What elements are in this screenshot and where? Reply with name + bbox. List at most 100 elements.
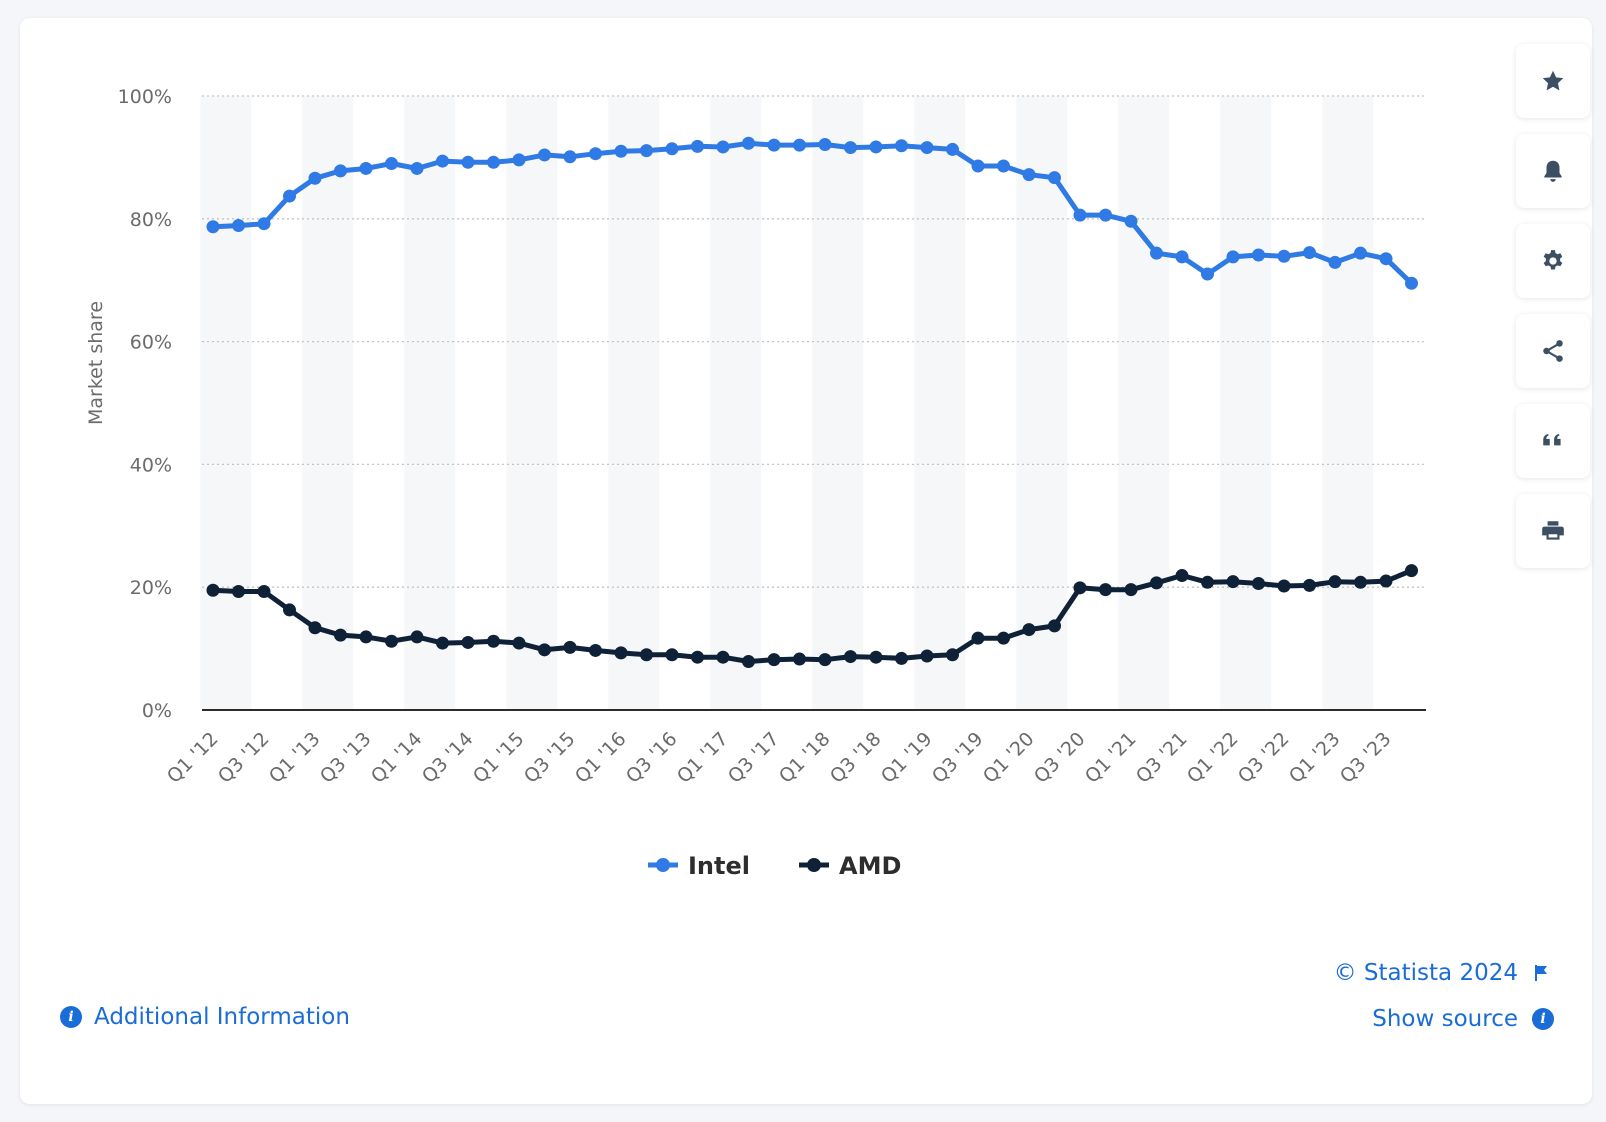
data-point[interactable] <box>665 648 679 662</box>
data-point[interactable] <box>1048 171 1061 185</box>
data-point[interactable] <box>1252 248 1265 262</box>
data-point[interactable] <box>1405 276 1418 290</box>
data-point[interactable] <box>946 648 959 662</box>
data-point[interactable] <box>206 220 220 234</box>
data-point[interactable] <box>410 630 424 644</box>
data-point[interactable] <box>1328 575 1342 589</box>
data-point[interactable] <box>385 157 398 171</box>
data-point[interactable] <box>640 648 653 662</box>
data-point[interactable] <box>1277 249 1291 263</box>
data-point[interactable] <box>665 142 679 156</box>
cite-button[interactable] <box>1516 404 1590 478</box>
data-point[interactable] <box>767 138 781 152</box>
data-point[interactable] <box>895 139 908 153</box>
data-point[interactable] <box>1226 250 1240 264</box>
data-point[interactable] <box>1150 576 1163 590</box>
data-point[interactable] <box>920 649 934 663</box>
data-point[interactable] <box>614 646 628 660</box>
data-point[interactable] <box>818 653 832 667</box>
data-point[interactable] <box>844 650 857 664</box>
data-point[interactable] <box>691 650 704 664</box>
data-point[interactable] <box>793 652 806 666</box>
data-point[interactable] <box>1354 575 1367 589</box>
data-point[interactable] <box>461 635 475 649</box>
data-point[interactable] <box>1150 246 1163 260</box>
data-point[interactable] <box>1277 579 1291 593</box>
data-point[interactable] <box>1379 574 1393 588</box>
data-point[interactable] <box>742 654 755 668</box>
data-point[interactable] <box>793 138 806 152</box>
data-point[interactable] <box>512 636 526 650</box>
data-point[interactable] <box>742 136 755 150</box>
notification-button[interactable] <box>1516 134 1590 208</box>
data-point[interactable] <box>283 189 296 203</box>
data-point[interactable] <box>844 141 857 155</box>
data-point[interactable] <box>1303 578 1316 592</box>
data-point[interactable] <box>206 583 220 597</box>
data-point[interactable] <box>895 651 908 665</box>
data-point[interactable] <box>538 643 551 657</box>
data-point[interactable] <box>334 164 347 178</box>
data-point[interactable] <box>487 634 500 648</box>
data-point[interactable] <box>589 147 602 161</box>
data-point[interactable] <box>691 139 704 153</box>
data-point[interactable] <box>283 603 296 617</box>
data-point[interactable] <box>971 159 985 173</box>
data-point[interactable] <box>1405 564 1418 578</box>
data-point[interactable] <box>818 138 832 152</box>
data-point[interactable] <box>946 142 959 156</box>
legend-item-intel[interactable]: Intel <box>648 852 750 880</box>
data-point[interactable] <box>436 636 449 650</box>
data-point[interactable] <box>563 640 577 654</box>
data-point[interactable] <box>614 144 628 158</box>
data-point[interactable] <box>1124 583 1138 597</box>
data-point[interactable] <box>1252 577 1265 591</box>
data-point[interactable] <box>359 630 373 644</box>
data-point[interactable] <box>359 161 373 175</box>
print-button[interactable] <box>1516 494 1590 568</box>
statista-copyright[interactable]: © Statista 2024 <box>1334 960 1550 986</box>
data-point[interactable] <box>640 144 653 158</box>
data-point[interactable] <box>257 584 271 598</box>
share-button[interactable] <box>1516 314 1590 388</box>
data-point[interactable] <box>1124 214 1138 228</box>
data-point[interactable] <box>997 631 1010 645</box>
data-point[interactable] <box>1048 619 1061 633</box>
data-point[interactable] <box>461 155 475 169</box>
data-point[interactable] <box>1226 575 1240 589</box>
legend[interactable]: Intel AMD <box>648 852 901 880</box>
data-point[interactable] <box>869 140 883 154</box>
data-point[interactable] <box>869 650 883 664</box>
data-point[interactable] <box>1073 581 1087 595</box>
data-point[interactable] <box>334 628 347 642</box>
data-point[interactable] <box>1175 250 1189 264</box>
data-point[interactable] <box>487 155 500 169</box>
data-point[interactable] <box>410 161 424 175</box>
data-point[interactable] <box>436 154 449 168</box>
data-point[interactable] <box>1099 208 1112 222</box>
favorite-button[interactable] <box>1516 44 1590 118</box>
data-point[interactable] <box>997 159 1010 173</box>
data-point[interactable] <box>1303 246 1316 260</box>
data-point[interactable] <box>308 171 322 185</box>
data-point[interactable] <box>1201 267 1214 281</box>
data-point[interactable] <box>1073 208 1087 222</box>
data-point[interactable] <box>232 219 245 233</box>
data-point[interactable] <box>716 140 730 154</box>
show-source-link[interactable]: Show source i <box>1372 1006 1554 1032</box>
data-point[interactable] <box>767 653 781 667</box>
data-point[interactable] <box>920 141 934 155</box>
data-point[interactable] <box>1328 255 1342 269</box>
data-point[interactable] <box>1354 246 1367 260</box>
data-point[interactable] <box>232 584 245 598</box>
data-point[interactable] <box>538 148 551 162</box>
data-point[interactable] <box>1022 168 1036 182</box>
settings-button[interactable] <box>1516 224 1590 298</box>
data-point[interactable] <box>589 643 602 657</box>
data-point[interactable] <box>1379 252 1393 266</box>
data-point[interactable] <box>308 621 322 635</box>
data-point[interactable] <box>257 217 271 231</box>
data-point[interactable] <box>971 631 985 645</box>
data-point[interactable] <box>1099 583 1112 597</box>
data-point[interactable] <box>512 153 526 167</box>
